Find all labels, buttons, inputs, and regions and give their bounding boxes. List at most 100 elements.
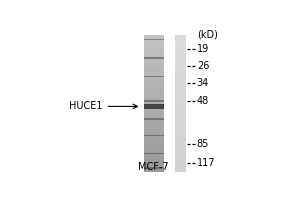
Bar <box>144 60 164 62</box>
Bar <box>144 35 164 37</box>
Bar <box>175 131 186 135</box>
Bar <box>144 67 164 69</box>
Bar <box>144 86 164 88</box>
Bar <box>175 99 186 103</box>
Bar <box>144 40 164 42</box>
Bar <box>175 108 186 113</box>
Bar <box>144 59 164 61</box>
Text: 26: 26 <box>197 61 209 71</box>
Bar <box>175 80 186 85</box>
Bar <box>144 71 164 73</box>
Text: MCF-7: MCF-7 <box>138 162 169 172</box>
Bar <box>144 88 164 90</box>
Bar <box>144 124 164 126</box>
Bar <box>144 69 164 71</box>
Bar <box>175 154 186 158</box>
Bar <box>144 72 164 74</box>
Bar <box>144 102 164 103</box>
Bar <box>144 100 164 102</box>
Bar <box>144 57 164 59</box>
Bar <box>175 149 186 154</box>
Bar <box>175 167 186 172</box>
Bar <box>144 84 164 86</box>
Text: 48: 48 <box>197 96 209 106</box>
Bar <box>175 135 186 140</box>
Bar <box>175 90 186 94</box>
Bar <box>144 168 164 170</box>
Bar <box>144 146 164 148</box>
Bar <box>144 54 164 55</box>
Bar <box>144 120 164 122</box>
Bar <box>175 117 186 122</box>
Bar <box>175 53 186 58</box>
Bar <box>144 160 164 162</box>
Bar <box>175 112 186 117</box>
Bar <box>144 151 164 153</box>
Bar <box>144 143 164 145</box>
Bar <box>144 112 164 114</box>
Bar <box>144 81 164 83</box>
Bar <box>175 48 186 53</box>
Bar <box>175 67 186 71</box>
Bar <box>175 39 186 44</box>
Bar <box>144 129 164 131</box>
Bar <box>175 35 186 40</box>
Bar <box>144 93 164 95</box>
Bar <box>144 66 164 67</box>
Bar <box>144 141 164 143</box>
Bar <box>144 150 164 151</box>
Text: 117: 117 <box>197 158 215 168</box>
Bar <box>144 136 164 138</box>
Bar <box>144 162 164 163</box>
Bar <box>144 95 164 97</box>
Bar <box>175 71 186 76</box>
Bar <box>144 132 164 134</box>
Bar <box>144 135 164 136</box>
Bar <box>144 134 164 136</box>
Text: 85: 85 <box>197 139 209 149</box>
Bar <box>144 148 164 150</box>
Bar <box>144 144 164 146</box>
Bar <box>175 94 186 99</box>
Bar <box>175 62 186 67</box>
Bar <box>144 105 164 107</box>
Text: HUCE1: HUCE1 <box>69 101 137 111</box>
Bar <box>144 122 164 124</box>
Bar <box>175 144 186 149</box>
Bar <box>144 50 164 52</box>
Bar <box>144 76 164 78</box>
Bar <box>144 62 164 64</box>
Bar <box>144 39 164 40</box>
Bar <box>175 103 186 108</box>
Bar <box>144 42 164 44</box>
Bar <box>144 38 164 40</box>
Text: 19: 19 <box>197 44 209 54</box>
Bar <box>144 100 164 102</box>
Bar <box>144 52 164 54</box>
Bar <box>175 58 186 62</box>
Bar <box>144 153 164 155</box>
Bar <box>175 44 186 49</box>
Bar <box>144 114 164 115</box>
Bar <box>144 83 164 85</box>
Bar <box>175 76 186 81</box>
Bar <box>144 103 164 105</box>
Bar <box>144 45 164 47</box>
Bar <box>144 64 164 66</box>
Bar <box>144 165 164 167</box>
Bar <box>144 167 164 169</box>
Bar <box>144 131 164 133</box>
Bar <box>144 155 164 157</box>
Bar <box>144 139 164 141</box>
Bar <box>144 118 164 120</box>
Bar <box>175 140 186 145</box>
Bar <box>144 167 164 169</box>
Bar <box>144 74 164 76</box>
Bar <box>144 110 164 112</box>
Bar <box>144 153 164 154</box>
Bar <box>144 47 164 49</box>
Bar <box>144 36 164 38</box>
Bar <box>144 98 164 100</box>
Bar <box>175 122 186 126</box>
Bar <box>144 96 164 98</box>
